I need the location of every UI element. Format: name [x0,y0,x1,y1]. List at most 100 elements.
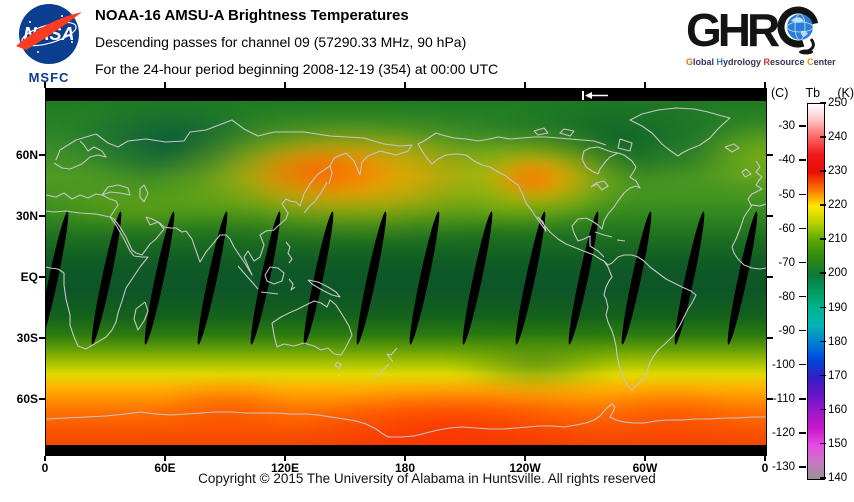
lat-tick-right [767,336,773,339]
lat-label-60S: 60S [16,392,38,407]
lat-tick-left [39,215,45,218]
coastline-path [724,143,740,153]
colorbar-unit-c: (C) [771,86,789,100]
lon-tick-bottom [643,456,646,461]
colorbar-k-tick [820,408,826,411]
no-data-band-south [46,445,766,455]
lon-tick-bottom [524,456,527,461]
colorbar-c-tick [799,466,806,468]
coastline-path [590,180,609,191]
lon-tick-top [524,82,527,88]
coastline-path [46,216,149,350]
colorbar-k-tick [820,170,826,172]
coastline-path [571,152,641,258]
colorbar-c-label: -100 [771,358,795,371]
coastline-path [617,138,633,152]
coastline-path [145,144,413,276]
lon-tick-bottom [44,456,46,461]
coastline-path [260,291,279,295]
colorbar-c-tick [799,398,806,400]
colorbar-k-tick [820,102,826,104]
coastline-path [46,192,119,218]
coastline-path [303,181,328,214]
ghrc-subtitle: Global Hydrology Resource Center [686,57,852,67]
coastline-path [328,165,333,185]
coastline-path [417,143,605,262]
colorbar-k-label: 220 [828,199,848,212]
colorbar-c-label: -70 [778,256,795,269]
colorbar-c-label: -50 [778,188,795,201]
page-title: NOAA-16 AMSU-A Brightness Temperatures [95,7,409,24]
coastline-path [603,254,697,391]
colorbar-k-label: 210 [828,233,848,246]
ghrc-globe-icon [777,6,819,55]
ghrc-acronym-text: GHR [686,4,780,56]
coastline-path [629,107,731,157]
colorbar-c-label: -80 [778,290,795,303]
colorbar-c-tick [799,227,806,230]
warm-core-antarctica-left [151,379,301,449]
coastline-path [594,231,613,238]
lon-tick-bottom [404,456,406,461]
lat-tick-left [39,153,45,156]
colorbar-c-tick [799,295,806,298]
coastline-path [334,361,342,370]
lon-tick-bottom [283,456,286,461]
coastline-path [533,127,549,136]
subtitle-period: For the 24-hour period beginning 2008-12… [95,61,499,77]
coastline-path [264,266,285,285]
cool-notch-south-pacific [451,337,621,392]
lat-tick-right [767,215,773,218]
ghrc-subtitle-part: C [807,57,814,67]
colorbar-k-tick [820,136,826,138]
coastline-path [237,265,259,290]
lon-tick-top [643,82,646,88]
colorbar-k-tick [820,442,826,445]
warm-core-north-america [494,163,566,193]
ghrc-logo: GHR Global Hydrology Resource Center [686,4,852,67]
lat-label-30S: 30S [16,330,38,345]
warm-core-antarctica-right [591,387,751,455]
subtitle-channel: Descending passes for channel 09 (57290.… [95,34,467,50]
ghrc-subtitle-part: G [686,57,694,67]
colorbar-k-tick [820,204,826,206]
colorbar-c-tick [799,193,806,196]
colorbar-c-label: -90 [778,324,795,337]
colorbar-c-tick [799,261,806,264]
ghrc-subtitle-part: ydrology [723,57,764,67]
coastline-path [139,184,149,203]
ghrc-subtitle-part: H [716,57,724,67]
coastline-path [731,203,766,270]
colorbar-c-label: -110 [772,393,795,406]
colorbar-k-tick [820,272,826,274]
warm-band-30n-mid [406,191,606,227]
lon-label-180: 180 [394,461,416,475]
ghrc-subtitle-part: lobal [693,57,717,67]
colorbar-title: (C) Tb (K) [771,86,854,100]
nasa-meatball-icon: NASA [16,4,82,64]
lat-tick-left [39,275,45,278]
colorbar-quantity-label: Tb [805,86,821,100]
colorbar-c-tick [799,329,806,332]
coastline-path [747,178,763,207]
coastline-path [46,403,766,438]
coastline-path [101,184,131,196]
coastline-path [288,278,296,291]
coastline-path [46,210,111,218]
coastline-path [55,119,413,161]
lat-tick-right [767,398,773,401]
colorbar-unit-k: (K) [837,86,854,100]
lat-label-EQ: EQ [20,269,38,284]
colorbar-k-tick [820,340,826,343]
colorbar-c-label: -40 [778,154,795,167]
lon-tick-bottom [164,456,167,461]
colorbar-c-label: -130 [771,461,795,474]
colorbar-c-tick [799,432,806,434]
lat-tick-right [767,153,773,156]
colorbar-k-tick [820,374,826,377]
coastline-path [741,168,752,178]
coastline-path [376,363,390,378]
colorbar-c-label: -120 [771,427,795,440]
lon-tick-top [283,82,286,88]
ghrc-subtitle-part: esource [770,57,808,67]
